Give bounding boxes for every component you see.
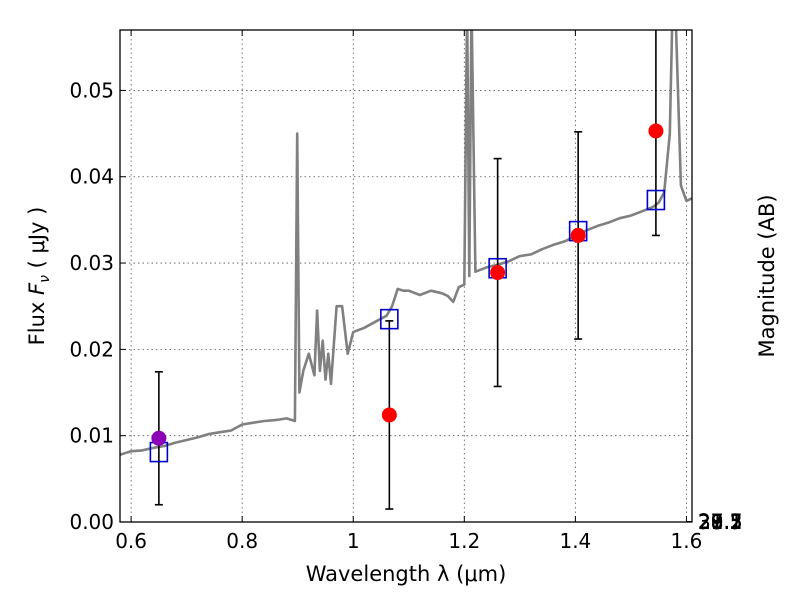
plot-data bbox=[120, 30, 692, 510]
gridlines bbox=[120, 30, 692, 523]
y-tick-label: 0.04 bbox=[69, 165, 114, 189]
y2-tick-label: 27.5 bbox=[698, 510, 743, 534]
y-tick-label: 0.05 bbox=[69, 78, 114, 102]
model-point bbox=[646, 189, 666, 211]
y-axis-label-unit: ( μJy ) bbox=[25, 207, 49, 275]
y-axis-label: Flux Fν ( μJy ) bbox=[25, 207, 53, 346]
y2-tick-label: 30 bbox=[698, 510, 723, 534]
x-tick-label: 0.6 bbox=[115, 529, 147, 553]
x-tick-label: 1.2 bbox=[448, 529, 480, 553]
x-tick-label: 0.8 bbox=[226, 529, 258, 553]
x-tick-label: 1 bbox=[347, 529, 360, 553]
y2-tick-label: 28.2 bbox=[698, 510, 743, 534]
observed-point bbox=[151, 430, 167, 446]
y2-tick-label: 27.3 bbox=[698, 510, 743, 534]
y-tick-label: 0.02 bbox=[69, 337, 114, 361]
y-axis-label-symbol: F bbox=[25, 282, 49, 295]
y-tick-label: 0.03 bbox=[69, 251, 114, 275]
x-tick-label: 1.6 bbox=[671, 529, 703, 553]
x-axis-label: Wavelength λ (μm) bbox=[306, 562, 507, 586]
x-tick-label: 1.4 bbox=[559, 529, 591, 553]
plot-frame bbox=[119, 29, 693, 523]
y2-tick-label: 28.5 bbox=[698, 510, 743, 534]
y-tick-label: 0.00 bbox=[69, 510, 114, 534]
observed-point bbox=[381, 407, 397, 423]
y-axis-label-subscript: ν bbox=[37, 275, 53, 283]
spectrum-line bbox=[120, 30, 692, 456]
y2-tick-label: 31 bbox=[698, 510, 723, 534]
y-axis-label-prefix: Flux bbox=[25, 295, 49, 345]
observed-point bbox=[648, 123, 664, 139]
y2-tick-label: 28 bbox=[698, 510, 723, 534]
observed-point bbox=[570, 227, 586, 243]
y2-tick-label: 29 bbox=[698, 510, 723, 534]
observed-point bbox=[490, 265, 506, 281]
y2-tick-label: 29.5 bbox=[698, 510, 743, 534]
model-point bbox=[380, 308, 399, 330]
axis-ticks: 0.6 0.8 1 1.2 1.4 1.6 0.00 0.01 0.02 0.03 0.04 0.05… bbox=[69, 30, 743, 553]
y-tick-label: 0.01 bbox=[69, 424, 114, 448]
y2-tick-label: 27.1 bbox=[698, 510, 743, 534]
y2-axis-label: Magnitude (AB) bbox=[755, 194, 779, 357]
y2-tick-label: 27.7 bbox=[698, 510, 743, 534]
